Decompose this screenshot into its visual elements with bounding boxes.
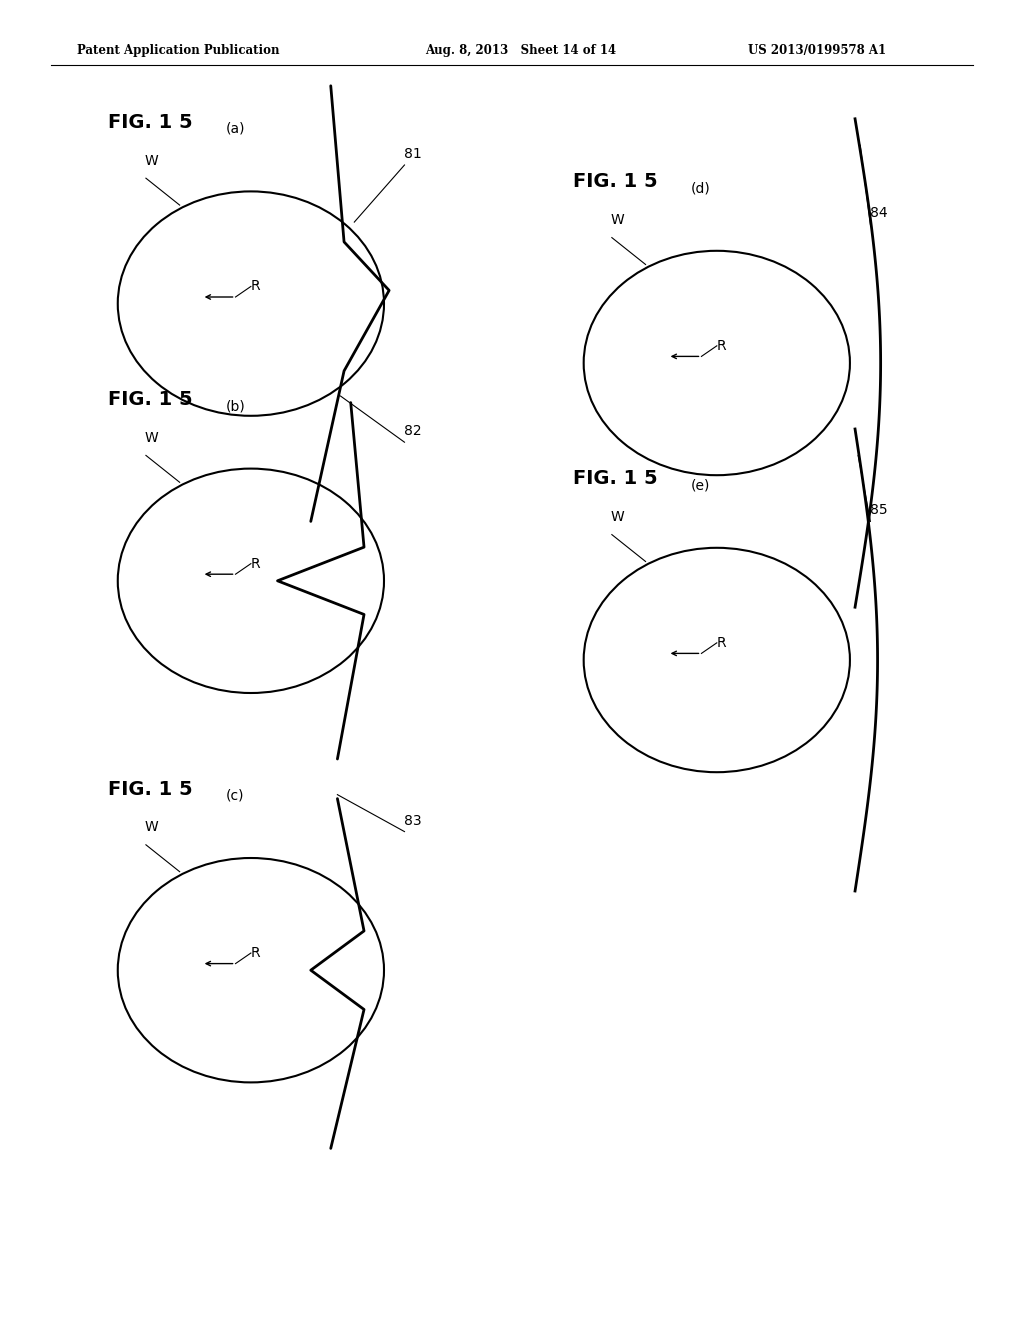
Text: W: W [610,510,624,524]
Text: 81: 81 [404,147,422,161]
Text: US 2013/0199578 A1: US 2013/0199578 A1 [748,44,886,57]
Text: 83: 83 [404,813,422,828]
Text: W: W [144,820,158,834]
Text: FIG. 1 5: FIG. 1 5 [573,470,658,488]
Text: R: R [251,557,260,570]
Text: (d): (d) [691,181,711,195]
Text: R: R [251,946,260,960]
Text: W: W [610,213,624,227]
Text: R: R [717,339,726,352]
Text: FIG. 1 5: FIG. 1 5 [108,780,193,799]
Text: R: R [251,280,260,293]
Text: (e): (e) [691,478,711,492]
Text: Patent Application Publication: Patent Application Publication [77,44,280,57]
Text: Aug. 8, 2013   Sheet 14 of 14: Aug. 8, 2013 Sheet 14 of 14 [425,44,616,57]
Text: 82: 82 [404,424,422,438]
Text: FIG. 1 5: FIG. 1 5 [108,391,193,409]
Text: (c): (c) [225,788,244,803]
Text: FIG. 1 5: FIG. 1 5 [573,173,658,191]
Text: 85: 85 [870,503,888,517]
Text: W: W [144,153,158,168]
Text: R: R [717,636,726,649]
Text: (a): (a) [225,121,245,136]
Text: (b): (b) [225,399,245,413]
Text: W: W [144,430,158,445]
Text: FIG. 1 5: FIG. 1 5 [108,114,193,132]
Text: 84: 84 [870,206,888,220]
